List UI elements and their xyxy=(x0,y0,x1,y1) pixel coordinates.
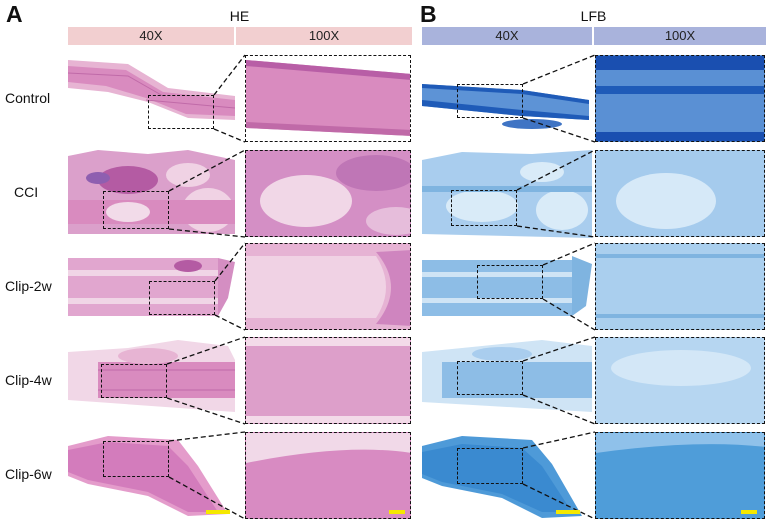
he-clip-6w-roi xyxy=(103,441,169,477)
he-clip-2w-roi xyxy=(149,281,215,315)
lfb-clip-2w-zoom xyxy=(595,243,765,330)
he-clip-4w-zoom xyxy=(245,337,411,424)
lfb-100x-scalebar xyxy=(741,510,757,514)
he-40x-header: 40X xyxy=(68,27,234,45)
row-label-clip-2w: Clip-2w xyxy=(5,278,52,294)
lfb-cci-roi xyxy=(451,190,517,226)
panel-b-label: B xyxy=(420,1,437,27)
lfb-clip-4w-roi xyxy=(457,361,523,395)
lfb-control-zoom xyxy=(595,55,765,142)
row-label-cci: CCI xyxy=(14,184,39,200)
lfb-control-roi xyxy=(457,84,523,118)
he-control-overview xyxy=(67,58,236,130)
he-control-roi xyxy=(148,95,214,129)
he-clip-4w-roi xyxy=(101,364,167,398)
he-control-zoom xyxy=(245,55,411,142)
he-clip-2w-overview xyxy=(68,258,235,320)
lfb-clip-6w-zoom xyxy=(595,432,765,519)
row-label-control: Control xyxy=(5,90,51,106)
he-title: HE xyxy=(229,8,250,24)
he-cci-zoom xyxy=(245,150,411,237)
panel-a-label: A xyxy=(6,1,23,27)
lfb-cci-zoom xyxy=(595,150,765,237)
row-label-clip-4w: Clip-4w xyxy=(5,372,52,388)
he-100x-header: 100X xyxy=(236,27,412,45)
lfb-clip-2w-roi xyxy=(477,265,543,299)
lfb-title: LFB xyxy=(580,8,607,24)
lfb-100x-header: 100X xyxy=(594,27,766,45)
row-label-clip-6w: Clip-6w xyxy=(5,466,52,482)
he-40x-scalebar xyxy=(206,510,230,514)
he-cci-roi xyxy=(103,191,169,229)
lfb-40x-scalebar xyxy=(556,510,580,514)
he-clip-2w-zoom xyxy=(245,243,411,330)
lfb-40x-header: 40X xyxy=(422,27,592,45)
lfb-clip-2w-overview xyxy=(422,256,592,320)
lfb-clip-6w-roi xyxy=(457,448,523,484)
he-clip-6w-zoom xyxy=(245,432,411,519)
lfb-clip-4w-zoom xyxy=(595,337,765,424)
he-100x-scalebar xyxy=(389,510,405,514)
